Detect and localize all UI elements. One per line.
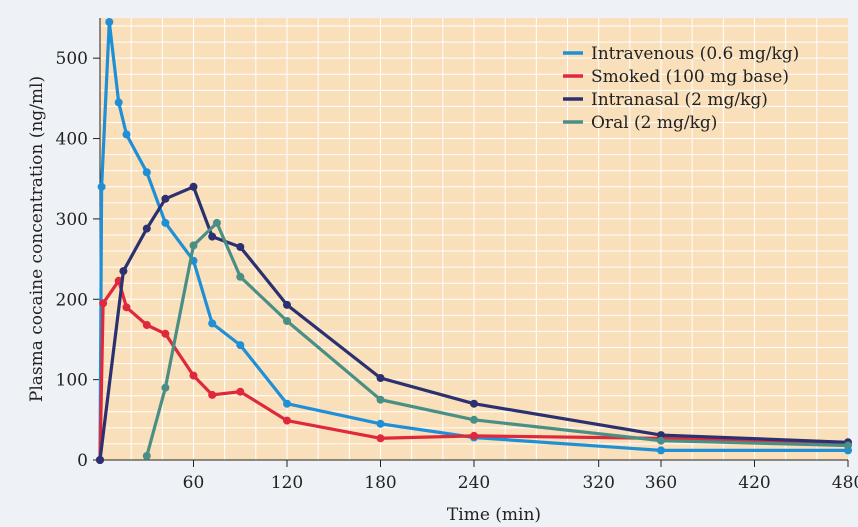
y-axis-title: Plasma cocaine concentration (ng/ml) [27,76,47,402]
data-point-intranasal [161,194,170,203]
data-point-intranasal [236,243,245,251]
grid [100,18,848,460]
data-point-oral [376,395,385,404]
y-tick-label: 400 [56,130,88,150]
x-tick-label: 420 [738,473,770,493]
data-point-intranasal [119,267,128,276]
x-tick-label: 480 [832,473,858,493]
data-point-intravenous [114,98,123,107]
x-tick-label: 360 [645,473,677,493]
data-point-intravenous [657,446,665,455]
series-line-smoked [98,279,850,462]
data-point-intravenous [236,341,245,350]
legend: Intravenous (0.6 mg/kg) Smoked (100 mg ba… [563,44,799,133]
x-tick-label: 180 [364,473,396,493]
data-point-intranasal [283,300,291,309]
data-point-smoked [161,329,170,338]
y-tick-label: 300 [56,210,88,230]
data-point-intranasal [657,431,665,440]
data-point-intravenous [161,218,170,227]
x-tick-label: 120 [271,473,303,493]
x-tick-label: 60 [183,473,205,493]
y-tick-label: 0 [77,451,88,471]
legend-label-intravenous: Intravenous (0.6 mg/kg) [591,44,799,64]
data-point-intravenous [97,182,106,191]
data-point-oral [212,218,221,227]
data-point-oral [161,383,170,392]
data-point-intranasal [142,224,151,233]
data-point-smoked [236,387,245,396]
data-point-smoked [142,321,151,329]
axes: 0 100 200 300 400 500 60 120 180 240 320 360 420 480 [56,18,858,493]
data-point-intranasal [470,399,478,408]
legend-label-oral: Oral (2 mg/kg) [591,113,717,133]
x-axis-title: Time (min) [447,505,541,525]
data-point-intravenous [105,18,114,26]
data-point-smoked [189,371,198,380]
y-tick-label: 200 [56,290,88,310]
x-tick-label: 240 [458,473,490,493]
data-point-oral [236,272,245,281]
data-point-smoked [283,416,291,425]
data-point-smoked [208,390,217,399]
x-tick-label: 320 [582,473,614,493]
data-point-smoked [122,303,131,312]
y-tick-label: 100 [56,371,88,391]
data-point-intranasal [376,374,385,382]
data-point-oral [189,241,198,250]
legend-label-smoked: Smoked (100 mg base) [591,67,789,87]
data-point-oral [844,441,852,450]
data-point-oral [657,436,665,445]
data-point-intravenous [376,419,385,428]
data-point-oral [283,317,291,325]
data-point-smoked [376,434,385,443]
data-point-intravenous [283,399,291,408]
data-point-intranasal [96,456,104,464]
data-point-smoked [470,431,478,440]
series-group [96,18,852,464]
data-point-intranasal [208,232,217,241]
data-point-intravenous [208,319,217,328]
y-tick-label: 500 [56,49,88,69]
data-point-intravenous [122,130,131,139]
data-point-oral [470,415,478,424]
data-point-smoked [99,299,108,308]
legend-label-intranasal: Intranasal (2 mg/kg) [591,90,768,110]
data-point-oral [142,452,151,460]
data-point-intranasal [189,182,198,191]
data-point-intravenous [142,168,151,177]
series-line-oral [145,221,850,458]
